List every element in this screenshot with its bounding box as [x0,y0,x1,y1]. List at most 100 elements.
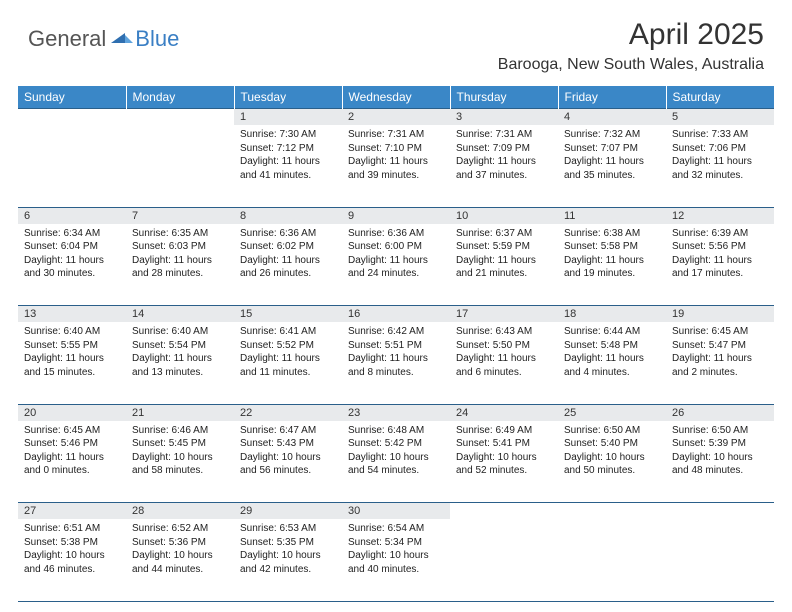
daynum-cell: 11 [558,207,666,224]
daynum-cell: 8 [234,207,342,224]
weekday-header: Thursday [450,86,558,109]
daynum-cell: 23 [342,404,450,421]
daynum-cell: 9 [342,207,450,224]
day-number: 17 [450,306,558,322]
daynum-cell [450,503,558,520]
day-cell: Sunrise: 6:45 AMSunset: 5:46 PMDaylight:… [18,421,126,503]
day-number [450,503,558,519]
day-cell: Sunrise: 6:41 AMSunset: 5:52 PMDaylight:… [234,322,342,404]
day-number: 16 [342,306,450,322]
day-cell: Sunrise: 7:31 AMSunset: 7:10 PMDaylight:… [342,125,450,207]
weekday-header: Monday [126,86,234,109]
day-number [18,109,126,125]
brand-general: General [28,26,106,52]
day-number: 19 [666,306,774,322]
day-cell: Sunrise: 6:37 AMSunset: 5:59 PMDaylight:… [450,224,558,306]
daynum-cell: 27 [18,503,126,520]
daynum-cell: 21 [126,404,234,421]
day-number [666,503,774,519]
day-number: 5 [666,109,774,125]
day-cell: Sunrise: 6:38 AMSunset: 5:58 PMDaylight:… [558,224,666,306]
day-cell: Sunrise: 6:36 AMSunset: 6:02 PMDaylight:… [234,224,342,306]
day-content: Sunrise: 6:49 AMSunset: 5:41 PMDaylight:… [450,421,558,484]
daynum-cell [666,503,774,520]
day-number: 30 [342,503,450,519]
day-content: Sunrise: 7:31 AMSunset: 7:09 PMDaylight:… [450,125,558,188]
day-cell: Sunrise: 6:46 AMSunset: 5:45 PMDaylight:… [126,421,234,503]
week-content-row: Sunrise: 6:51 AMSunset: 5:38 PMDaylight:… [18,519,774,601]
day-content: Sunrise: 6:42 AMSunset: 5:51 PMDaylight:… [342,322,450,385]
week-content-row: Sunrise: 7:30 AMSunset: 7:12 PMDaylight:… [18,125,774,207]
day-cell: Sunrise: 6:42 AMSunset: 5:51 PMDaylight:… [342,322,450,404]
day-number: 10 [450,208,558,224]
daynum-cell: 22 [234,404,342,421]
title-block: April 2025 Barooga, New South Wales, Aus… [498,18,764,74]
day-number [558,503,666,519]
calendar-table: SundayMondayTuesdayWednesdayThursdayFrid… [18,86,774,601]
daynum-cell: 17 [450,306,558,323]
day-content: Sunrise: 6:43 AMSunset: 5:50 PMDaylight:… [450,322,558,385]
day-content: Sunrise: 7:32 AMSunset: 7:07 PMDaylight:… [558,125,666,188]
weekday-header: Saturday [666,86,774,109]
day-number: 9 [342,208,450,224]
day-content: Sunrise: 6:37 AMSunset: 5:59 PMDaylight:… [450,224,558,287]
day-cell: Sunrise: 6:54 AMSunset: 5:34 PMDaylight:… [342,519,450,601]
day-number [126,109,234,125]
bottom-rule [18,601,774,602]
day-content: Sunrise: 7:33 AMSunset: 7:06 PMDaylight:… [666,125,774,188]
daynum-cell: 14 [126,306,234,323]
daynum-cell: 13 [18,306,126,323]
weekday-header: Tuesday [234,86,342,109]
day-number: 23 [342,405,450,421]
daynum-cell: 16 [342,306,450,323]
day-content: Sunrise: 6:45 AMSunset: 5:46 PMDaylight:… [18,421,126,484]
day-content: Sunrise: 6:52 AMSunset: 5:36 PMDaylight:… [126,519,234,582]
day-content: Sunrise: 6:38 AMSunset: 5:58 PMDaylight:… [558,224,666,287]
day-cell [666,519,774,601]
weekday-header: Sunday [18,86,126,109]
day-number: 13 [18,306,126,322]
location-label: Barooga, New South Wales, Australia [498,56,764,74]
day-content: Sunrise: 6:46 AMSunset: 5:45 PMDaylight:… [126,421,234,484]
day-content: Sunrise: 6:36 AMSunset: 6:00 PMDaylight:… [342,224,450,287]
day-number: 6 [18,208,126,224]
day-cell: Sunrise: 6:39 AMSunset: 5:56 PMDaylight:… [666,224,774,306]
day-cell: Sunrise: 6:47 AMSunset: 5:43 PMDaylight:… [234,421,342,503]
day-number: 4 [558,109,666,125]
day-cell: Sunrise: 6:48 AMSunset: 5:42 PMDaylight:… [342,421,450,503]
day-content: Sunrise: 6:44 AMSunset: 5:48 PMDaylight:… [558,322,666,385]
brand-blue: Blue [135,26,179,52]
daynum-cell: 3 [450,109,558,126]
day-number: 12 [666,208,774,224]
daynum-cell: 26 [666,404,774,421]
day-cell: Sunrise: 6:51 AMSunset: 5:38 PMDaylight:… [18,519,126,601]
day-number: 3 [450,109,558,125]
weekday-header: Friday [558,86,666,109]
day-content: Sunrise: 6:45 AMSunset: 5:47 PMDaylight:… [666,322,774,385]
day-content: Sunrise: 6:40 AMSunset: 5:54 PMDaylight:… [126,322,234,385]
day-cell: Sunrise: 6:34 AMSunset: 6:04 PMDaylight:… [18,224,126,306]
daynum-cell: 25 [558,404,666,421]
brand-mark-icon [111,29,133,50]
day-content: Sunrise: 6:50 AMSunset: 5:40 PMDaylight:… [558,421,666,484]
daynum-cell: 29 [234,503,342,520]
week-daynum-row: 20212223242526 [18,404,774,421]
daynum-cell: 4 [558,109,666,126]
day-number: 11 [558,208,666,224]
day-cell [126,125,234,207]
day-cell: Sunrise: 6:44 AMSunset: 5:48 PMDaylight:… [558,322,666,404]
day-content: Sunrise: 6:51 AMSunset: 5:38 PMDaylight:… [18,519,126,582]
daynum-cell: 5 [666,109,774,126]
day-cell: Sunrise: 7:31 AMSunset: 7:09 PMDaylight:… [450,125,558,207]
daynum-cell: 28 [126,503,234,520]
daynum-cell: 7 [126,207,234,224]
day-cell: Sunrise: 6:45 AMSunset: 5:47 PMDaylight:… [666,322,774,404]
day-number: 8 [234,208,342,224]
day-cell [558,519,666,601]
daynum-cell: 30 [342,503,450,520]
day-content: Sunrise: 6:36 AMSunset: 6:02 PMDaylight:… [234,224,342,287]
day-number: 14 [126,306,234,322]
day-number: 15 [234,306,342,322]
week-content-row: Sunrise: 6:34 AMSunset: 6:04 PMDaylight:… [18,224,774,306]
day-number: 21 [126,405,234,421]
